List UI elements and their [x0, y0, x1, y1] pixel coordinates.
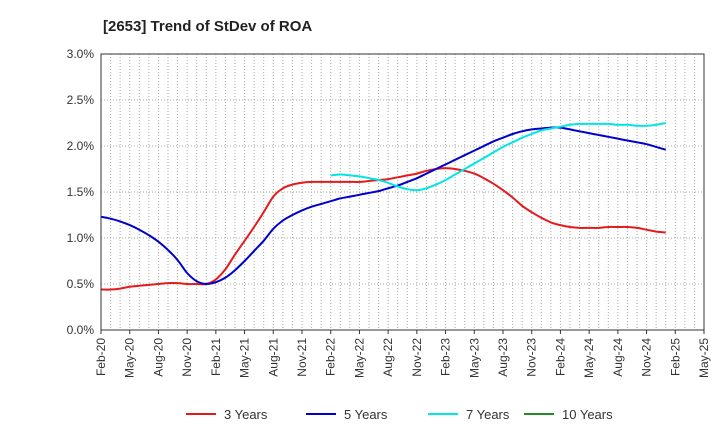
y-tick-label: 1.0% [67, 231, 95, 245]
y-tick-label: 0.0% [67, 323, 95, 337]
x-tick-label: Aug-23 [496, 338, 510, 377]
x-tick-label: Feb-21 [209, 338, 223, 376]
x-tick-label: Nov-24 [640, 338, 654, 377]
x-tick-label: Feb-23 [439, 338, 453, 376]
grid [100, 53, 705, 331]
x-axis-ticks: Feb-20 May-20 Aug-20 Nov-20 Feb-21 May-21 Aug-… [94, 330, 711, 378]
legend-label-5-years: 5 Years [344, 407, 388, 422]
series-line-5-years [100, 126, 666, 286]
x-tick-label: May-21 [238, 338, 252, 378]
legend-label-3-years: 3 Years [224, 407, 268, 422]
y-axis-ticks: 0.0% 0.5% 1.0% 1.5% 2.0% 2.5% 3.0% [67, 47, 95, 337]
series-lines [100, 122, 666, 291]
y-tick-label: 0.5% [67, 277, 95, 291]
x-tick-label: May-24 [582, 338, 596, 378]
y-tick-label: 2.0% [67, 139, 95, 153]
x-tick-label: Nov-22 [410, 338, 424, 377]
x-tick-label: Aug-20 [151, 338, 165, 377]
plot-frame [100, 53, 705, 331]
y-tick-label: 1.5% [67, 185, 95, 199]
x-tick-label: Feb-24 [553, 338, 567, 376]
x-tick-label: Aug-21 [266, 338, 280, 377]
legend-label-10-years: 10 Years [562, 407, 613, 422]
x-tick-label: Feb-20 [94, 338, 108, 376]
x-tick-label: May-22 [352, 338, 366, 378]
series-line-3-years [100, 167, 666, 291]
series-line-7-years [330, 122, 666, 192]
x-tick-label: May-23 [467, 338, 481, 378]
x-tick-label: Nov-23 [525, 338, 539, 377]
x-tick-label: Nov-20 [180, 338, 194, 377]
legend-label-7-years: 7 Years [466, 407, 510, 422]
x-tick-label: Aug-22 [381, 338, 395, 377]
chart-title: [2653] Trend of StDev of ROA [103, 18, 312, 35]
x-tick-label: May-20 [123, 338, 137, 378]
x-tick-label: May-25 [697, 338, 711, 378]
legend: 3 Years 5 Years 7 Years 10 Years [186, 407, 613, 422]
y-tick-label: 3.0% [67, 47, 95, 61]
x-tick-label: Nov-21 [295, 338, 309, 377]
y-tick-label: 2.5% [67, 93, 95, 107]
x-tick-label: Feb-22 [324, 338, 338, 376]
x-tick-label: Feb-25 [668, 338, 682, 376]
x-tick-label: Aug-24 [611, 338, 625, 377]
